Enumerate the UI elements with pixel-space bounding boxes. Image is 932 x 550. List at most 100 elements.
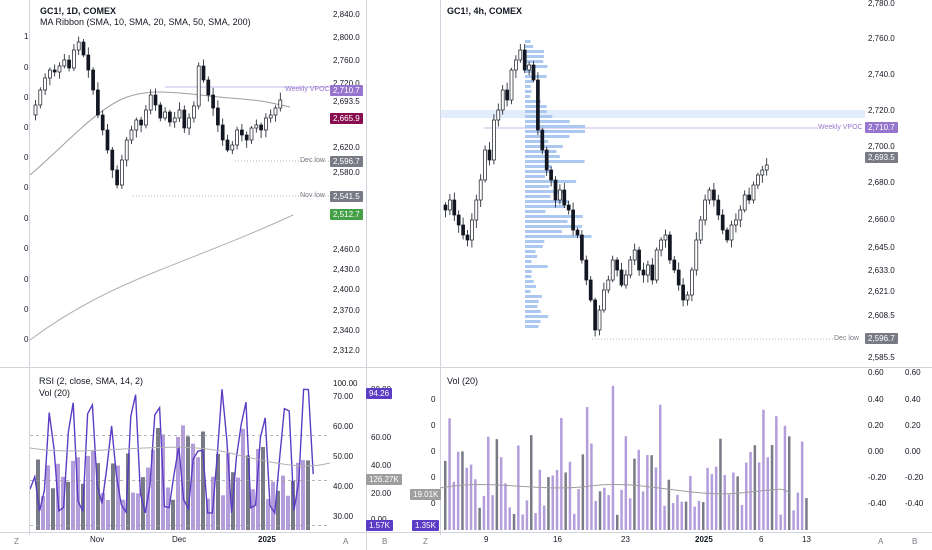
right-4h-candle bbox=[575, 229, 580, 236]
right-4h-candle bbox=[685, 294, 690, 301]
right-vol-left-tick: 0 bbox=[431, 447, 436, 456]
rsi-panel-volume-bar bbox=[91, 450, 95, 530]
volume-profile-bar bbox=[525, 135, 570, 138]
right-vol-tick: 0.40 bbox=[868, 395, 884, 404]
left-auto-button[interactable]: A bbox=[343, 537, 349, 546]
right-volume-bar bbox=[646, 454, 649, 530]
volume-profile-bar bbox=[525, 285, 537, 288]
right-volume-bar bbox=[603, 487, 606, 530]
right-volume-bar bbox=[594, 500, 597, 530]
right-4h-candle bbox=[540, 129, 545, 151]
right-vol-panel[interactable]: Vol (20) bbox=[440, 368, 865, 530]
right-4h-candle bbox=[615, 259, 619, 271]
right-4h-candle bbox=[536, 79, 540, 131]
left-daily-candle bbox=[38, 89, 43, 106]
right-dec-low-label: Dec low bbox=[834, 335, 859, 342]
right-volume-bar bbox=[448, 418, 451, 530]
left-weekly-vpoc-label: Weekly VPOC bbox=[285, 86, 330, 93]
rsi-panel-volume-bar bbox=[151, 449, 155, 530]
left-daily-candle bbox=[52, 69, 57, 73]
left-daily-candle bbox=[57, 65, 62, 73]
right-4h-candle bbox=[637, 249, 641, 271]
left-price-tick: 2,312.0 bbox=[333, 346, 360, 355]
right-volume-bar bbox=[740, 505, 744, 530]
left-zoom-button[interactable]: Z bbox=[14, 537, 19, 546]
right-vol-tick-outer: -0.40 bbox=[905, 499, 924, 508]
right-volume-bar bbox=[702, 502, 705, 530]
volume-profile-bar bbox=[525, 75, 547, 78]
right-price-tick: 2,740.0 bbox=[868, 70, 895, 79]
rsi-vol-ma-tag: 126.27K bbox=[366, 474, 402, 485]
right-volume-bar bbox=[611, 385, 615, 530]
left-daily-candle bbox=[240, 129, 244, 136]
right-4h-candle bbox=[632, 249, 637, 261]
right-4h-candle bbox=[483, 149, 487, 181]
right-price-chart[interactable]: GC1!, 4h, COMEX Weekly VPOC Dec low bbox=[440, 0, 865, 367]
right-volume-bar bbox=[616, 514, 619, 530]
left-daily-candle bbox=[168, 111, 172, 123]
rsi-vol-ma-line bbox=[30, 446, 330, 467]
right-volume-bar bbox=[590, 443, 593, 530]
right-4h-candle bbox=[549, 169, 553, 181]
right-4h-candle bbox=[496, 109, 501, 121]
right-vol-tick-outer: 0.60 bbox=[905, 368, 921, 377]
rsi-panel-volume-bar bbox=[201, 431, 205, 530]
right-volume-bar bbox=[710, 474, 714, 530]
right-4h-candle bbox=[461, 224, 465, 236]
right-4h-candle bbox=[760, 169, 765, 176]
volume-profile-bar bbox=[525, 275, 532, 278]
rsi-panel-volume-bar bbox=[246, 455, 250, 530]
volume-profile-bar bbox=[525, 220, 568, 223]
left-price-chart[interactable]: GC1!, 1D, COMEX MA Ribbon (SMA, 10, SMA,… bbox=[0, 0, 366, 367]
left-b-button[interactable]: B bbox=[382, 537, 388, 546]
right-4h-candle bbox=[650, 264, 655, 281]
right-volume-bar bbox=[585, 407, 589, 530]
right-4h-candle bbox=[646, 264, 650, 276]
right-volume-bar bbox=[663, 505, 666, 530]
right-volume-bar bbox=[508, 507, 511, 530]
right-volume-bar bbox=[792, 510, 795, 530]
right-volume-bar bbox=[766, 457, 769, 530]
volume-profile-bar bbox=[525, 260, 532, 263]
left-daily-candle bbox=[81, 41, 86, 56]
left-price-tick: 2,800.0 bbox=[333, 33, 360, 42]
rsi-panel-volume-bar bbox=[111, 463, 115, 530]
rsi-panel-volume-bar bbox=[181, 425, 185, 530]
right-4h-candle bbox=[505, 89, 509, 101]
right-price-tick: 2,660.0 bbox=[868, 215, 895, 224]
right-volume-bar bbox=[568, 461, 572, 530]
left-vpoc-tag: 2,710.7 bbox=[330, 85, 363, 96]
volume-profile-bar bbox=[525, 105, 547, 108]
time-label-2025-right: 2025 bbox=[695, 535, 713, 544]
left-daily-candle bbox=[129, 129, 134, 141]
volume-profile-bar bbox=[525, 70, 535, 73]
pane-separator[interactable] bbox=[0, 367, 932, 368]
volume-profile-bar bbox=[525, 320, 541, 323]
right-volume-bar bbox=[762, 409, 765, 530]
right-auto-button[interactable]: A bbox=[878, 537, 884, 546]
left-daily-candle bbox=[33, 104, 38, 116]
right-volume-bar bbox=[538, 469, 542, 530]
right-volume-bar bbox=[796, 492, 800, 530]
volume-profile-bar bbox=[525, 45, 534, 48]
left-dec-low-tag: 2,596.7 bbox=[330, 156, 363, 167]
right-zoom-button[interactable]: Z bbox=[423, 537, 428, 546]
right-b-button[interactable]: B bbox=[912, 537, 918, 546]
left-daily-candle bbox=[158, 104, 163, 119]
right-dec-low-tag: 2,596.7 bbox=[865, 333, 898, 344]
right-4h-candle bbox=[619, 269, 624, 286]
left-rsi-panel[interactable]: RSI (2, close, SMA, 14, 2) Vol (20) bbox=[30, 368, 330, 530]
right-price-tick: 2,700.0 bbox=[868, 142, 895, 151]
left-price-tick: 2,760.0 bbox=[333, 56, 360, 65]
right-vol-canvas bbox=[440, 385, 808, 530]
left-daily-candle bbox=[220, 124, 225, 141]
left-daily-candle bbox=[91, 69, 95, 91]
rsi-panel-volume-bar bbox=[196, 457, 200, 530]
right-volume-bar bbox=[727, 494, 731, 530]
volume-profile-bar bbox=[525, 265, 548, 268]
right-4h-candle bbox=[558, 189, 562, 201]
rsi-panel-volume-bar bbox=[296, 462, 300, 530]
left-daily-candle bbox=[264, 117, 268, 131]
right-volume-bar bbox=[800, 441, 804, 530]
rsi-vol-tick: 60.00 bbox=[371, 433, 392, 442]
